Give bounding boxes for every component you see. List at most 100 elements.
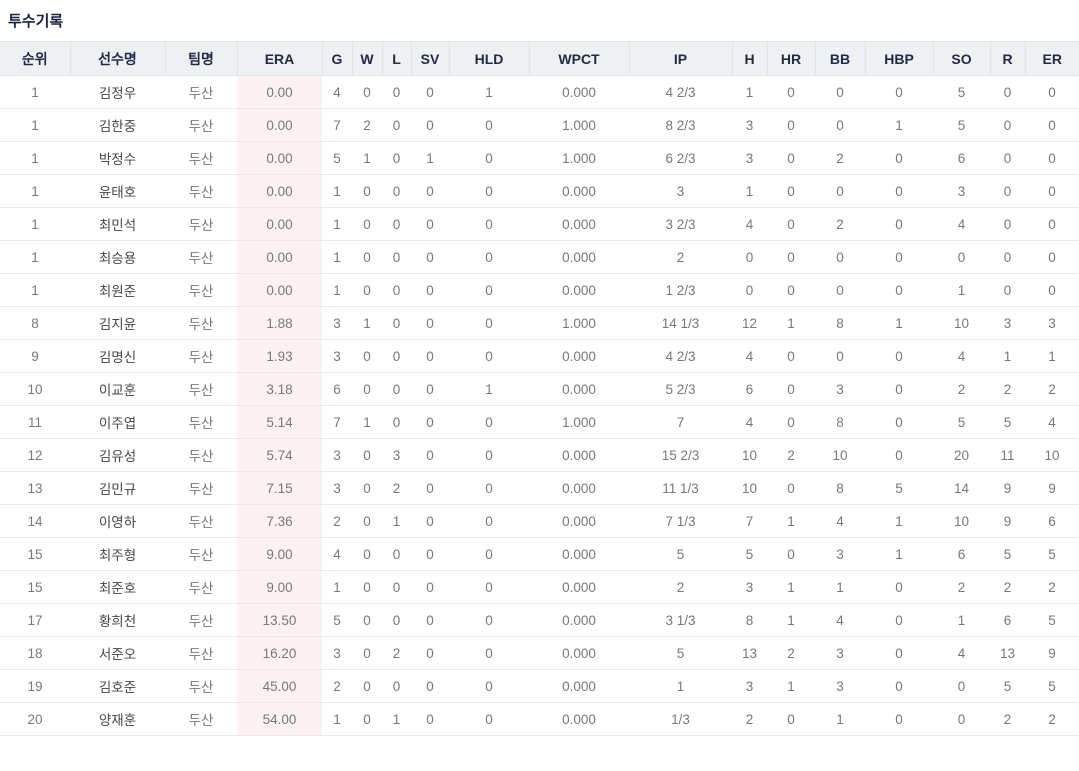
- cell-g: 2: [322, 669, 352, 703]
- cell-ip: 3 2/3: [629, 207, 732, 241]
- cell-sv: 0: [411, 207, 449, 241]
- cell-team: 두산: [165, 702, 237, 736]
- cell-er: 0: [1025, 240, 1079, 274]
- cell-r: 9: [990, 471, 1025, 505]
- cell-team: 두산: [165, 141, 237, 175]
- cell-ip: 4 2/3: [629, 339, 732, 373]
- cell-h: 3: [732, 108, 767, 142]
- column-header-w[interactable]: W: [351, 41, 382, 76]
- cell-g: 1: [322, 273, 352, 307]
- cell-wpct: 0.000: [529, 174, 629, 208]
- table-header: 순위 선수명 팀명 ERA G W L SV HLD WPCT IP H HR BB HBP SO R ER: [0, 41, 1079, 76]
- cell-name[interactable]: 박정수: [70, 141, 165, 175]
- cell-wpct: 0.000: [529, 669, 629, 703]
- column-header-r[interactable]: R: [989, 41, 1025, 76]
- cell-g: 1: [322, 240, 352, 274]
- cell-r: 0: [990, 207, 1025, 241]
- cell-name[interactable]: 김지윤: [70, 306, 165, 340]
- cell-r: 0: [990, 75, 1025, 109]
- cell-name[interactable]: 최민석: [70, 207, 165, 241]
- cell-so: 6: [933, 141, 990, 175]
- column-header-hbp[interactable]: HBP: [864, 41, 933, 76]
- cell-r: 11: [990, 438, 1025, 472]
- cell-name[interactable]: 김명신: [70, 339, 165, 373]
- cell-l: 2: [382, 471, 411, 505]
- table-row: 20 양재훈 두산 54.00 1 0 1 0 0 0.000 1/3 2 0 1 0 0 2 2: [0, 702, 1079, 736]
- column-header-rank[interactable]: 순위: [0, 41, 70, 76]
- cell-wpct: 0.000: [529, 570, 629, 604]
- cell-name[interactable]: 김한중: [70, 108, 165, 142]
- cell-ip: 5 2/3: [629, 372, 732, 406]
- cell-wpct: 0.000: [529, 372, 629, 406]
- cell-bb: 3: [815, 537, 865, 571]
- cell-sv: 0: [411, 174, 449, 208]
- cell-er: 10: [1025, 438, 1079, 472]
- cell-l: 0: [382, 669, 411, 703]
- cell-h: 5: [732, 537, 767, 571]
- cell-name[interactable]: 최주형: [70, 537, 165, 571]
- cell-name[interactable]: 이교훈: [70, 372, 165, 406]
- cell-name[interactable]: 김정우: [70, 75, 165, 109]
- cell-hld: 0: [449, 603, 529, 637]
- column-header-ip[interactable]: IP: [628, 41, 732, 76]
- table-row: 1 최원준 두산 0.00 1 0 0 0 0 0.000 1 2/3 0 0 0 0 1 0 0: [0, 273, 1079, 307]
- column-header-wpct[interactable]: WPCT: [528, 41, 629, 76]
- cell-w: 0: [352, 372, 382, 406]
- column-header-so[interactable]: SO: [932, 41, 990, 76]
- cell-so: 1: [933, 603, 990, 637]
- column-header-name[interactable]: 선수명: [69, 41, 165, 76]
- column-header-hr[interactable]: HR: [766, 41, 815, 76]
- cell-r: 0: [990, 174, 1025, 208]
- cell-r: 2: [990, 372, 1025, 406]
- cell-h: 2: [732, 702, 767, 736]
- cell-rank: 1: [0, 141, 70, 175]
- cell-name[interactable]: 최준호: [70, 570, 165, 604]
- cell-hld: 0: [449, 240, 529, 274]
- table-row: 10 이교훈 두산 3.18 6 0 0 0 1 0.000 5 2/3 6 0 3 0 2 2 2: [0, 372, 1079, 406]
- cell-ip: 3: [629, 174, 732, 208]
- cell-name[interactable]: 김유성: [70, 438, 165, 472]
- column-header-team[interactable]: 팀명: [164, 41, 237, 76]
- cell-ip: 11 1/3: [629, 471, 732, 505]
- cell-hbp: 0: [865, 570, 933, 604]
- cell-team: 두산: [165, 537, 237, 571]
- column-header-er[interactable]: ER: [1024, 41, 1079, 76]
- cell-name[interactable]: 윤태호: [70, 174, 165, 208]
- cell-h: 6: [732, 372, 767, 406]
- cell-name[interactable]: 이주엽: [70, 405, 165, 439]
- cell-name[interactable]: 양재훈: [70, 702, 165, 736]
- column-header-l[interactable]: L: [381, 41, 411, 76]
- cell-name[interactable]: 황희천: [70, 603, 165, 637]
- table-row: 17 황희천 두산 13.50 5 0 0 0 0 0.000 3 1/3 8 1 4 0 1 6 5: [0, 603, 1079, 637]
- column-header-g[interactable]: G: [321, 41, 352, 76]
- cell-rank: 1: [0, 207, 70, 241]
- column-header-h[interactable]: H: [731, 41, 767, 76]
- cell-hr: 0: [767, 405, 815, 439]
- cell-name[interactable]: 이영하: [70, 504, 165, 538]
- cell-name[interactable]: 서준오: [70, 636, 165, 670]
- cell-er: 4: [1025, 405, 1079, 439]
- cell-name[interactable]: 최원준: [70, 273, 165, 307]
- cell-hr: 0: [767, 108, 815, 142]
- cell-name[interactable]: 최승용: [70, 240, 165, 274]
- column-header-sv[interactable]: SV: [410, 41, 449, 76]
- table-row: 19 김호준 두산 45.00 2 0 0 0 0 0.000 1 3 1 3 0 0 5 5: [0, 669, 1079, 703]
- cell-ip: 14 1/3: [629, 306, 732, 340]
- cell-h: 0: [732, 240, 767, 274]
- cell-ip: 5: [629, 537, 732, 571]
- column-header-hld[interactable]: HLD: [448, 41, 529, 76]
- column-header-era[interactable]: ERA: [236, 41, 322, 76]
- cell-er: 0: [1025, 75, 1079, 109]
- cell-name[interactable]: 김호준: [70, 669, 165, 703]
- cell-l: 0: [382, 339, 411, 373]
- cell-h: 1: [732, 174, 767, 208]
- cell-bb: 10: [815, 438, 865, 472]
- cell-hr: 0: [767, 471, 815, 505]
- cell-bb: 3: [815, 636, 865, 670]
- cell-wpct: 0.000: [529, 240, 629, 274]
- column-header-bb[interactable]: BB: [814, 41, 865, 76]
- cell-rank: 1: [0, 240, 70, 274]
- cell-name[interactable]: 김민규: [70, 471, 165, 505]
- cell-sv: 0: [411, 75, 449, 109]
- cell-ip: 3 1/3: [629, 603, 732, 637]
